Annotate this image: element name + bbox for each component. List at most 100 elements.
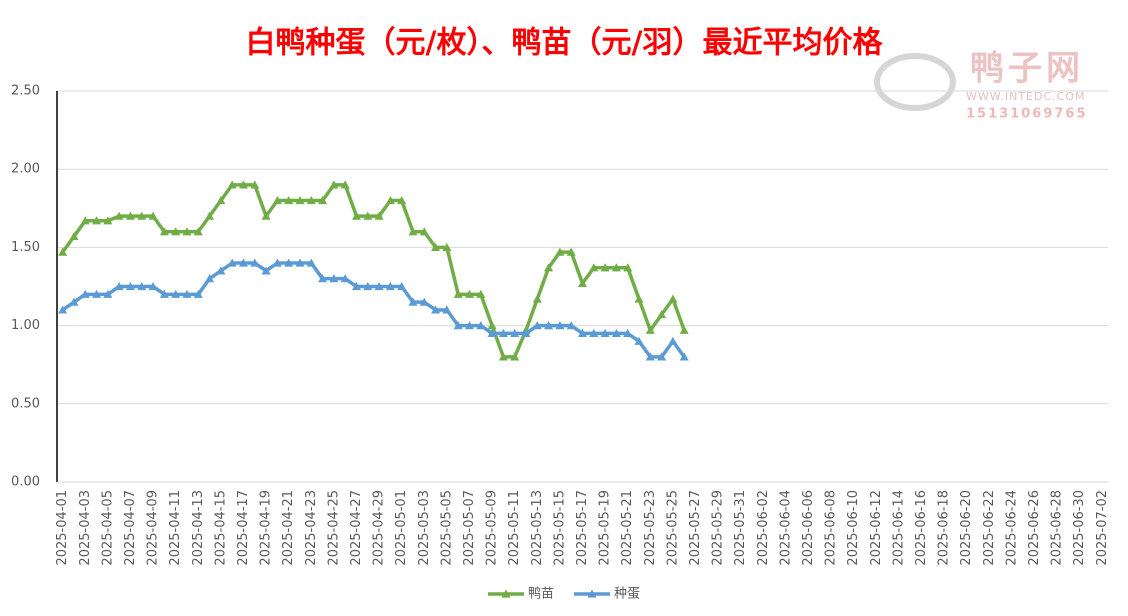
data-point (329, 180, 339, 189)
data-point (623, 263, 633, 272)
x-tick-label: 2025-05-23 (643, 490, 658, 566)
x-tick-label: 2025-05-25 (665, 490, 680, 566)
data-point (679, 325, 689, 334)
data-point (58, 247, 68, 256)
data-point (645, 352, 655, 361)
y-tick-label: 2.50 (11, 84, 40, 99)
data-point (306, 195, 316, 205)
legend-label: 鸭苗 (528, 587, 554, 602)
data-point (205, 274, 215, 283)
x-tick-label: 2025-05-15 (552, 490, 567, 566)
data-point (510, 328, 520, 338)
data-point (510, 352, 520, 361)
data-point (419, 297, 429, 306)
data-point (476, 321, 486, 330)
data-point (182, 227, 192, 236)
data-point (431, 242, 441, 251)
data-point (159, 227, 169, 236)
watermark-name: 鸭子网 (970, 49, 1084, 89)
data-point (589, 328, 599, 338)
x-tick-label: 2025-05-09 (485, 490, 500, 566)
data-point (623, 328, 633, 338)
data-point (419, 227, 429, 236)
x-tick-label: 2025-05-31 (733, 490, 748, 566)
x-tick-label: 2025-04-05 (100, 490, 115, 566)
data-point (566, 321, 576, 330)
x-tick-label: 2025-04-29 (372, 490, 387, 566)
chart-title: 白鸭种蛋（元/枚）、鸭苗（元/羽）最近平均价格 (246, 26, 884, 61)
data-point (92, 289, 102, 298)
watermark-logo (874, 53, 956, 111)
data-point (464, 289, 474, 298)
x-tick-label: 2025-04-25 (326, 490, 341, 566)
data-point (532, 294, 542, 303)
data-point (80, 216, 90, 225)
y-tick-label: 1.00 (11, 318, 40, 333)
data-point (58, 305, 68, 314)
data-point (668, 294, 678, 303)
x-tick-label: 2025-05-05 (439, 490, 454, 566)
data-point (476, 289, 486, 298)
x-tick-label: 2025-06-12 (869, 490, 884, 566)
x-tick-label: 2025-05-11 (507, 490, 522, 566)
x-tick-label: 2025-04-17 (236, 490, 251, 566)
x-tick-label: 2025-06-30 (1072, 490, 1087, 566)
data-point (216, 195, 226, 205)
data-point (69, 231, 79, 241)
x-tick-label: 2025-06-18 (937, 490, 952, 566)
data-point (487, 328, 497, 338)
legend-label: 种蛋 (614, 587, 640, 602)
data-point (148, 211, 158, 220)
data-point (171, 289, 181, 298)
data-point (159, 289, 169, 298)
x-tick-label: 2025-04-23 (304, 490, 319, 566)
data-point (182, 289, 192, 298)
y-tick-label: 1.50 (11, 240, 40, 255)
data-point (453, 321, 463, 330)
data-point (351, 211, 361, 220)
x-tick-label: 2025-04-27 (349, 490, 364, 566)
data-point (498, 328, 508, 338)
data-point (193, 289, 203, 298)
y-tick-label: 0.50 (11, 396, 40, 411)
x-tick-label: 2025-04-01 (55, 490, 70, 566)
data-point (205, 211, 215, 220)
x-tick-label: 2025-04-21 (281, 490, 296, 566)
x-tick-label: 2025-05-07 (462, 490, 477, 566)
data-point (238, 258, 248, 267)
data-point (363, 211, 373, 220)
legend-item: 种蛋 (574, 587, 640, 602)
data-point (216, 266, 226, 275)
data-point (318, 274, 328, 283)
data-point (431, 305, 441, 314)
data-point (544, 321, 554, 330)
data-point (363, 282, 373, 291)
data-point (397, 282, 407, 291)
data-point (589, 263, 599, 272)
data-point (634, 294, 644, 303)
x-tick-label: 2025-06-22 (982, 490, 997, 566)
data-point (408, 297, 418, 306)
data-point (318, 195, 328, 205)
data-point (351, 282, 361, 291)
x-tick-label: 2025-06-14 (891, 490, 906, 566)
data-point (250, 258, 260, 267)
x-tick-label: 2025-06-24 (1004, 490, 1019, 566)
x-tick-label: 2025-05-03 (417, 490, 432, 566)
legend-marker (501, 589, 511, 598)
data-point (284, 195, 294, 205)
x-tick-label: 2025-06-26 (1027, 490, 1042, 566)
data-point (272, 258, 282, 267)
data-point (261, 211, 271, 220)
x-tick-label: 2025-05-21 (620, 490, 635, 566)
data-point (555, 247, 565, 256)
data-point (137, 211, 147, 220)
legend-marker (587, 589, 597, 598)
data-point (611, 263, 621, 272)
data-point (385, 282, 395, 291)
data-point (284, 258, 294, 267)
data-point (340, 180, 350, 189)
data-point (125, 211, 135, 220)
data-point (498, 352, 508, 361)
x-tick-label: 2025-05-17 (575, 490, 590, 566)
